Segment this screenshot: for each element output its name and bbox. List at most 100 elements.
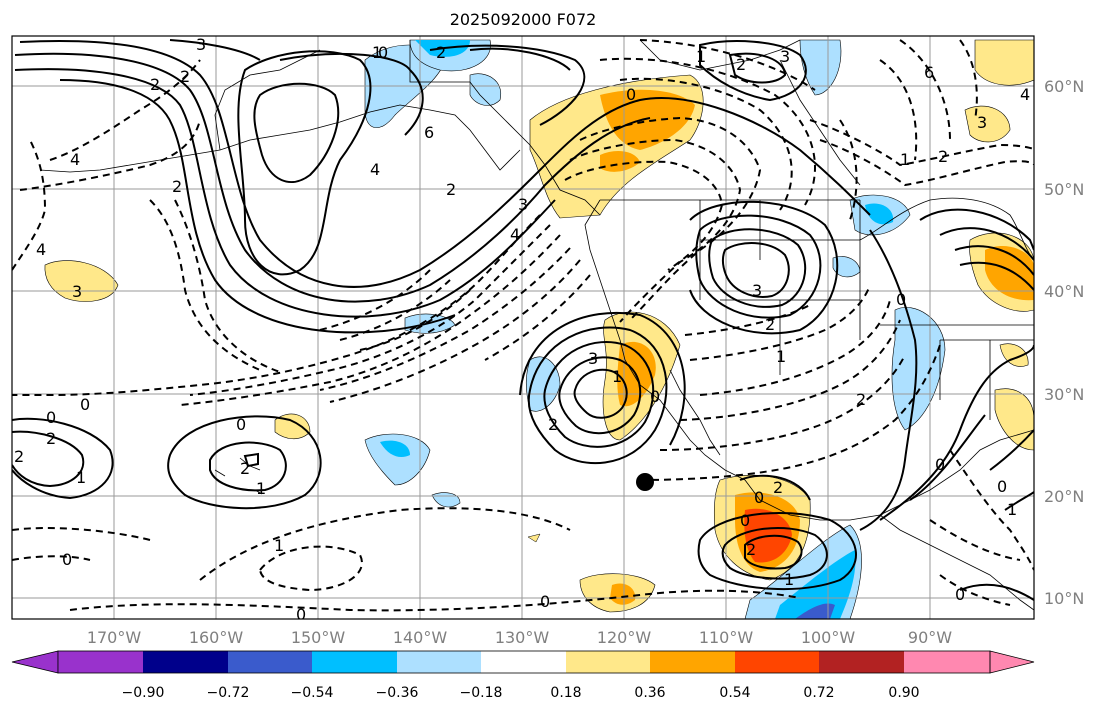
lat-label: 30°N [1044,385,1084,404]
lat-label: 20°N [1044,487,1084,506]
colorbar-segment [650,651,735,673]
lat-label: 40°N [1044,282,1084,301]
contour-label: 1 [776,347,786,366]
colorbar-segment [481,651,566,673]
gridlines [12,36,1034,619]
contour-label: 0 [378,43,388,62]
contour-label: 1 [784,570,794,589]
lon-label: 140°W [393,628,448,647]
contour-label: 2 [240,459,250,478]
contour-label: 3 [196,35,206,54]
lon-label: 130°W [495,628,550,647]
lon-label: 160°W [189,628,244,647]
contour-label: 2 [736,55,746,74]
contour-label: 0 [935,455,945,474]
contour-label: 0 [296,605,306,624]
contour-label: 2 [172,177,182,196]
contour-label: 1 [256,479,266,498]
lon-label: 150°W [291,628,346,647]
contour-label: 0 [540,592,550,611]
contour-label: 1 [1007,500,1017,519]
contour-label: 0 [740,511,750,530]
contour-label: 1 [274,536,284,555]
contour-label: 6 [924,63,934,82]
colorbar-segment [819,651,904,673]
lat-label: 10°N [1044,589,1084,608]
contour-label: 2 [46,429,56,448]
storm-center-marker [636,473,654,491]
colorbar-tick-label: 0.72 [803,685,834,701]
contour-label: 0 [46,408,56,427]
colorbar-extend-high [989,650,1035,674]
colorbar-tick-label: −0.54 [291,685,334,701]
longitude-labels: 170°W 160°W 150°W 140°W 130°W 120°W 110°… [87,628,952,647]
contour-label: 6 [424,123,434,142]
colorbar-segment [228,651,312,673]
contour-label: 0 [236,415,246,434]
colorbar [11,650,1035,674]
colorbar-tick-label: 0.54 [719,685,750,701]
contour-label: 2 [765,315,775,334]
map-frame [11,35,1035,620]
colorbar-tick-label: −0.36 [376,685,419,701]
contour-label: 0 [650,387,660,406]
lat-label: 50°N [1044,180,1084,199]
colorbar-tick-label: 0.90 [888,685,919,701]
colorbar-segment [143,651,228,673]
contours [12,39,1034,612]
contour-label: 4 [36,240,46,259]
colorbar-tick-labels: −0.90 −0.72 −0.54 −0.36 −0.18 0.18 0.36 … [122,685,920,701]
lon-label: 110°W [699,628,754,647]
colorbar-tick-label: −0.18 [460,685,503,701]
colorbar-segment [566,651,650,673]
latitude-labels: 60°N 50°N 40°N 30°N 20°N 10°N [1044,77,1084,608]
contour-label: 2 [150,75,160,94]
contour-label: 0 [80,395,90,414]
contour-label: 1 [612,367,622,386]
contour-label: 1 [696,47,706,66]
shaded-fields [44,39,1034,619]
contour-label: 2 [856,390,866,409]
contour-label: 0 [626,85,636,104]
contour-label: 2 [548,415,558,434]
contour-label: 0 [754,488,764,507]
contour-label: 4 [510,225,520,244]
contour-label: 2 [746,540,756,559]
contour-label: 2 [14,447,24,466]
contour-labels: 1 0 2 3 2 2 6 4 2 4 3 4 2 3 0 1 0 3 1 2 … [14,35,1030,624]
colorbar-tick-label: 0.18 [550,685,581,701]
lat-label: 60°N [1044,77,1084,96]
colorbar-segment [735,651,819,673]
contour-label: 4 [70,150,80,169]
contour-label: 1 [900,150,910,169]
colorbar-tick-label: 0.36 [634,685,665,701]
colorbar-segment [904,651,990,673]
lon-label: 170°W [87,628,142,647]
colorbar-tick-label: −0.90 [122,685,165,701]
contour-label: 0 [955,585,965,604]
contour-label: 0 [997,477,1007,496]
colorbar-segment [312,651,397,673]
lon-label: 90°W [908,628,952,647]
lon-label: 120°W [597,628,652,647]
contour-label: 3 [977,113,987,132]
map-title: 2025092000 F072 [450,10,597,29]
contour-label: 3 [72,282,82,301]
colorbar-extend-low [11,650,59,674]
coastlines [39,39,1034,611]
contour-label: 2 [773,478,783,497]
contour-label: 2 [436,43,446,62]
colorbar-segment [397,651,481,673]
colorbar-frame [57,650,991,674]
contour-label: 2 [180,67,190,86]
contour-label: 0 [62,550,72,569]
contour-label: 3 [780,47,790,66]
contour-label: 1 [76,468,86,487]
map-area: 1 0 2 3 2 2 6 4 2 4 3 4 2 3 0 1 0 3 1 2 … [12,35,1034,624]
colorbar-segment [58,651,143,673]
contour-label: 2 [446,180,456,199]
colorbar-tick-label: −0.72 [207,685,250,701]
contour-label: 1 [372,43,382,62]
contour-label: 3 [518,195,528,214]
